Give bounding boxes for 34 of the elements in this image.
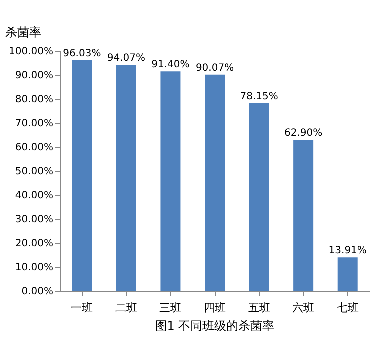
- x-tick-label: 六班: [292, 302, 315, 314]
- x-tick-label: 四班: [204, 302, 226, 314]
- x-tick-label: 五班: [248, 302, 270, 314]
- data-label: 78.15%: [240, 91, 278, 102]
- data-label: 91.40%: [152, 60, 190, 71]
- y-tick-label: 90.00%: [15, 70, 54, 82]
- bar: [205, 74, 225, 291]
- y-axis-title: 杀菌率: [6, 26, 42, 40]
- data-label: 94.07%: [107, 53, 146, 64]
- y-tick-label: 60.00%: [15, 142, 54, 154]
- data-label: 13.91%: [328, 246, 367, 257]
- bar: [72, 60, 92, 291]
- y-tick-label: 20.00%: [15, 238, 54, 250]
- y-tick-label: 0.00%: [22, 286, 54, 298]
- bar: [116, 65, 136, 291]
- y-tick-label: 30.00%: [15, 214, 54, 226]
- y-tick-label: 40.00%: [15, 190, 54, 202]
- y-tick-label: 100.00%: [9, 46, 54, 58]
- bar: [294, 140, 314, 291]
- y-tick-label: 50.00%: [15, 166, 54, 178]
- data-label: 90.07%: [196, 62, 234, 74]
- data-label: 62.90%: [284, 128, 323, 140]
- text: 图1 不同班级的杀菌率: [155, 319, 275, 333]
- bar: [249, 103, 270, 291]
- bar: [160, 72, 181, 291]
- y-tick-label: 70.00%: [15, 118, 54, 130]
- x-tick-label: 一班: [71, 302, 94, 314]
- bar: [338, 258, 358, 291]
- data-label: 96.03%: [63, 48, 102, 60]
- x-tick-label: 三班: [160, 302, 182, 314]
- x-tick-label: 二班: [115, 302, 138, 314]
- x-tick-label: 七班: [336, 302, 359, 314]
- y-tick-label: 80.00%: [15, 94, 54, 106]
- y-tick-label: 10.00%: [15, 262, 54, 274]
